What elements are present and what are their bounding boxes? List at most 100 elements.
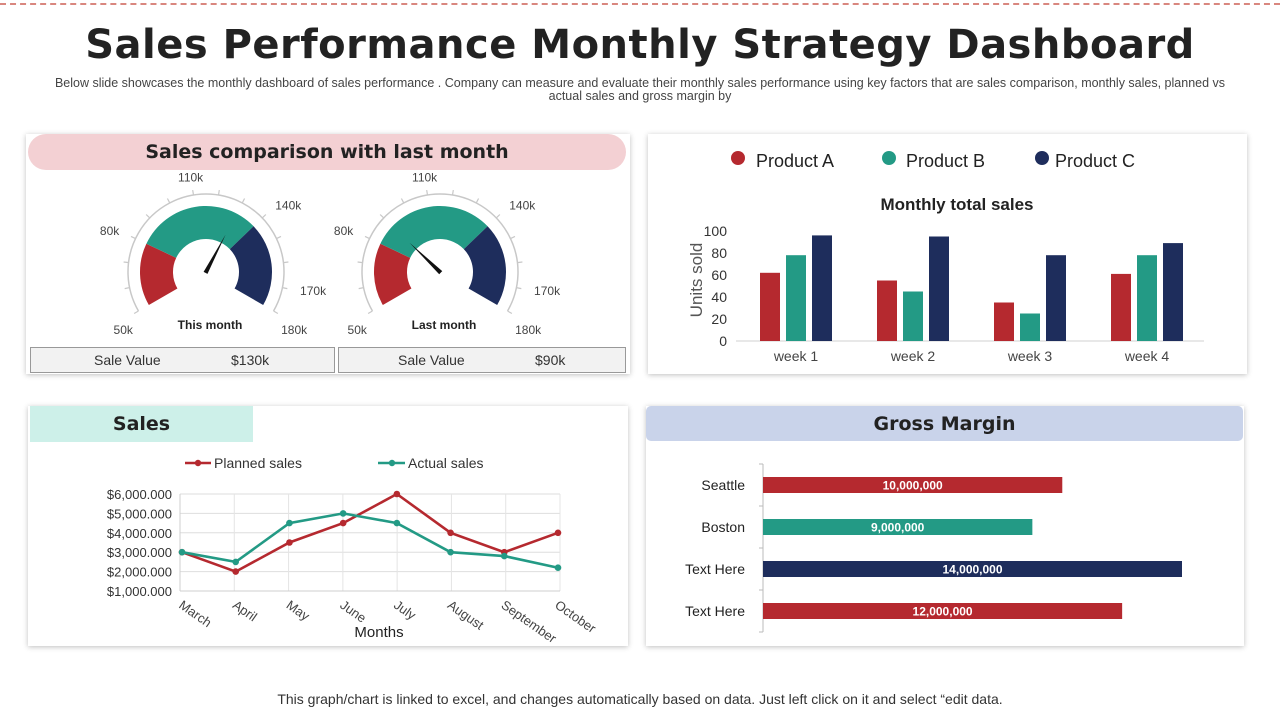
gross-margin-bar bbox=[763, 603, 1123, 619]
bar-value-label: 14,000,000 bbox=[942, 563, 1002, 577]
data-point-actual-sales bbox=[232, 558, 240, 566]
gauge-tick-label: 80k bbox=[334, 224, 354, 238]
gauge-tick-label: 140k bbox=[509, 198, 536, 212]
sale-value-label: Sale Value bbox=[398, 352, 465, 368]
y-tick-label: $2,000.000 bbox=[107, 565, 172, 580]
y-tick-label: $5,000.000 bbox=[107, 506, 172, 521]
gauge-tick bbox=[364, 235, 370, 240]
bar-product-a bbox=[994, 302, 1014, 341]
gauge-tick bbox=[475, 198, 480, 204]
bar-product-a bbox=[760, 272, 780, 341]
top-border bbox=[0, 3, 1280, 5]
gauge-tick bbox=[123, 261, 129, 264]
bar-product-b bbox=[1137, 255, 1157, 341]
gauge-tick bbox=[241, 198, 246, 204]
y-tick-label: $4,000.000 bbox=[107, 526, 172, 541]
gauge-tick bbox=[507, 310, 513, 315]
gauge-tick bbox=[261, 214, 267, 219]
gauge-tick bbox=[451, 189, 454, 196]
x-tick-label: June bbox=[337, 597, 369, 625]
gauge-last-month: 50k 80k 110k 140k 170k 180k bbox=[334, 170, 561, 337]
gauge-tick bbox=[283, 261, 289, 264]
sale-value-amount: $90k bbox=[535, 352, 566, 368]
x-tick-label: week 2 bbox=[890, 348, 936, 364]
gross-margin-heading: Gross Margin bbox=[646, 406, 1243, 441]
gauge-band-navy bbox=[463, 226, 506, 305]
gauge-tick-label: 50k bbox=[348, 323, 368, 337]
y-tick-label: 60 bbox=[711, 267, 727, 283]
gauge-tick bbox=[510, 235, 516, 240]
gauge-tick bbox=[145, 214, 151, 219]
series-line-actual-sales bbox=[181, 512, 559, 569]
gauge-tick-label: 50k bbox=[114, 323, 134, 337]
gauge-tick bbox=[367, 310, 373, 315]
bar-value-label: 10,000,000 bbox=[883, 479, 943, 493]
x-tick-label: week 1 bbox=[773, 348, 819, 364]
gauge-needle bbox=[409, 242, 443, 275]
x-tick-label: May bbox=[284, 597, 313, 624]
monthly-sales-ylabel: Units sold bbox=[687, 243, 706, 318]
category-label: Text Here bbox=[685, 603, 745, 619]
y-tick-label: 100 bbox=[704, 223, 728, 239]
gauge-tick-label: 170k bbox=[300, 284, 327, 298]
gauge-band-red bbox=[140, 243, 178, 305]
gauge-tick bbox=[426, 189, 429, 196]
gauge-tick-label: 110k bbox=[412, 170, 438, 184]
x-tick-label: April bbox=[230, 597, 260, 624]
y-tick-label: $6,000.000 bbox=[107, 487, 172, 502]
bar-product-a bbox=[877, 280, 897, 341]
gauge-tick bbox=[133, 310, 139, 315]
bar-product-c bbox=[1046, 255, 1066, 341]
bar-product-c bbox=[1163, 243, 1183, 341]
data-point-planned-sales bbox=[339, 519, 347, 527]
legend-marker-actual bbox=[388, 459, 396, 467]
gross-margin-bar bbox=[763, 477, 1063, 493]
gauge-band-green bbox=[146, 206, 254, 258]
sales-comparison-heading: Sales comparison with last month bbox=[28, 134, 626, 170]
data-point-actual-sales bbox=[178, 548, 186, 556]
gauge-tick bbox=[130, 235, 136, 240]
data-point-actual-sales bbox=[500, 552, 508, 560]
gauge-tick bbox=[358, 287, 364, 290]
footer-note: This graph/chart is linked to excel, and… bbox=[277, 691, 1003, 707]
bar-value-label: 12,000,000 bbox=[913, 605, 973, 619]
gross-margin-chart: Seattle 10,000,000 Boston 9,000,000 Text Her… bbox=[685, 463, 1182, 633]
sales-panel bbox=[28, 406, 628, 646]
data-point-planned-sales bbox=[393, 490, 401, 498]
monthly-sales-title: Monthly total sales bbox=[880, 195, 1033, 214]
legend-label-product-c: Product C bbox=[1055, 151, 1135, 171]
data-point-planned-sales bbox=[447, 529, 454, 537]
x-tick-label: week 3 bbox=[1007, 348, 1053, 364]
data-point-planned-sales bbox=[286, 539, 293, 546]
bar-product-c bbox=[929, 236, 949, 341]
legend-marker-planned bbox=[194, 459, 202, 467]
gauge-tick-label: 170k bbox=[534, 284, 561, 298]
category-label: Boston bbox=[701, 519, 745, 535]
gauge-tick-label: 80k bbox=[100, 224, 120, 238]
bar-product-b bbox=[786, 255, 806, 341]
gauge-tick bbox=[273, 310, 279, 315]
x-tick-label: week 4 bbox=[1124, 348, 1170, 364]
gauge-tick bbox=[282, 287, 288, 290]
gauge-tick bbox=[166, 198, 171, 204]
y-tick-label: 40 bbox=[711, 289, 727, 305]
x-tick-label: July bbox=[391, 597, 419, 623]
sale-value-amount: $130k bbox=[231, 352, 270, 368]
legend-label-planned: Planned sales bbox=[214, 455, 302, 471]
sales-line-chart: Planned sales Actual sales $1,000.000 $2,… bbox=[107, 455, 599, 646]
gauge-tick bbox=[400, 198, 405, 204]
sales-heading: Sales bbox=[30, 406, 253, 442]
legend-label-product-a: Product A bbox=[756, 151, 834, 171]
gauge-tick bbox=[217, 189, 220, 196]
legend-dot-product-a bbox=[731, 151, 745, 165]
category-label: Text Here bbox=[685, 561, 745, 577]
gauge-caption-last-month: Last month bbox=[412, 318, 477, 332]
legend-label-product-b: Product B bbox=[906, 151, 985, 171]
gauge-band-green bbox=[380, 206, 488, 258]
bar-product-c bbox=[812, 235, 832, 341]
gauge-tick-label: 110k bbox=[178, 170, 204, 184]
category-label: Seattle bbox=[701, 477, 745, 493]
monthly-sales-plot: 0 20 40 60 80 100 week 1 week 2 week 3 week 4 bbox=[704, 223, 1204, 364]
data-point-planned-sales bbox=[554, 529, 562, 537]
product-legend: Product A Product B Product C bbox=[731, 151, 1135, 171]
